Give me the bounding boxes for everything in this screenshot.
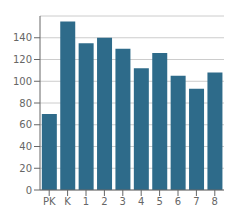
svg-text:2: 2 bbox=[101, 196, 107, 207]
svg-text:80: 80 bbox=[19, 98, 32, 109]
svg-text:60: 60 bbox=[19, 119, 32, 130]
svg-text:1: 1 bbox=[83, 196, 89, 207]
svg-text:7: 7 bbox=[193, 196, 199, 207]
svg-text:8: 8 bbox=[212, 196, 218, 207]
svg-text:20: 20 bbox=[19, 163, 32, 174]
svg-text:K: K bbox=[64, 196, 71, 207]
svg-text:4: 4 bbox=[138, 196, 144, 207]
svg-text:140: 140 bbox=[13, 32, 32, 43]
svg-text:120: 120 bbox=[13, 54, 32, 65]
svg-text:PK: PK bbox=[43, 196, 56, 207]
svg-text:5: 5 bbox=[156, 196, 162, 207]
svg-text:3: 3 bbox=[120, 196, 126, 207]
svg-text:100: 100 bbox=[13, 76, 32, 87]
svg-text:0: 0 bbox=[26, 185, 32, 196]
svg-text:6: 6 bbox=[175, 196, 181, 207]
svg-text:40: 40 bbox=[19, 141, 32, 152]
